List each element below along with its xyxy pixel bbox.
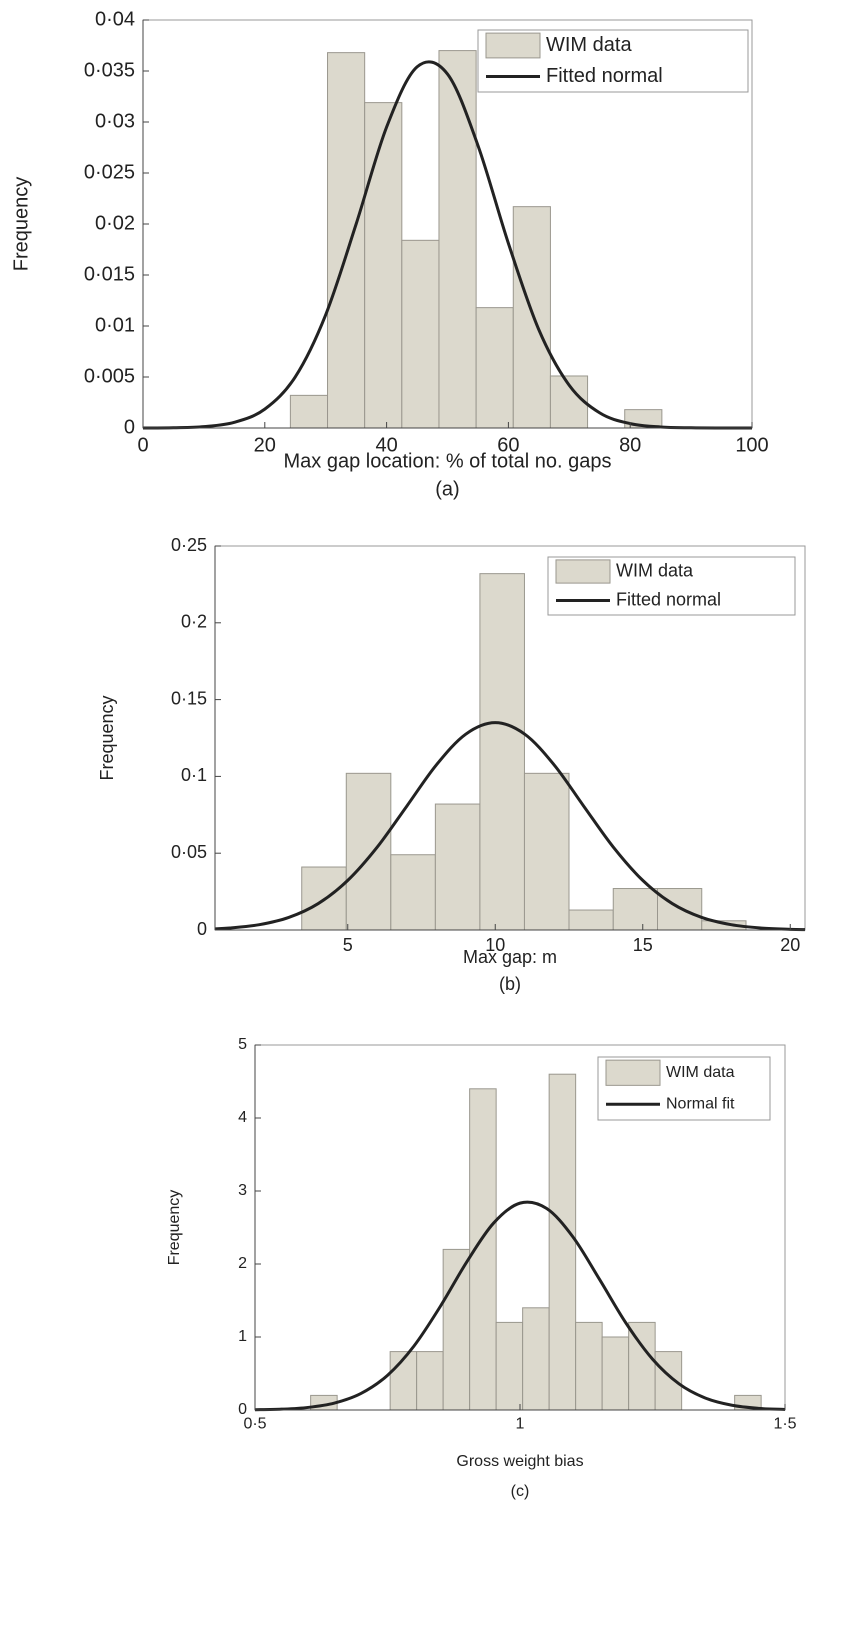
y-tick-label: 5 xyxy=(238,1036,247,1053)
bar xyxy=(345,772,392,931)
x-tick-label: 100 xyxy=(735,434,768,456)
y-axis-label: Frequency xyxy=(97,695,117,780)
y-tick-label: 0·15 xyxy=(171,688,207,708)
legend-label: Normal fit xyxy=(666,1095,735,1112)
y-tick-label: 0·1 xyxy=(181,765,207,785)
x-tick-label: 1·5 xyxy=(773,1416,796,1433)
x-axis-label: Max gap location: % of total no. gaps xyxy=(284,450,612,472)
x-tick-label: 60 xyxy=(497,434,519,456)
y-tick-label: 4 xyxy=(238,1109,247,1126)
legend-patch xyxy=(605,1059,661,1086)
bar xyxy=(523,772,570,931)
fit-line xyxy=(254,1200,786,1412)
bar xyxy=(364,102,403,429)
bar xyxy=(479,573,525,931)
y-tick-label: 0 xyxy=(197,919,207,939)
x-tick-label: 80 xyxy=(619,434,641,456)
caption: (b) xyxy=(499,974,521,994)
y-axis-label: Frequency xyxy=(10,177,32,272)
y-tick-label: 1 xyxy=(238,1328,247,1345)
bar xyxy=(495,1321,524,1411)
chart: 0 1 2 3 4 5 0·5 1 1·5 Gross weight bias (c) Frequen… xyxy=(166,1036,796,1500)
bar xyxy=(475,307,514,429)
y-tick-label: 0·015 xyxy=(84,263,135,285)
bar xyxy=(401,239,440,429)
bar xyxy=(612,888,658,931)
x-axis-label: Max gap: m xyxy=(463,947,557,967)
y-axis-label: Frequency xyxy=(166,1190,183,1266)
bar xyxy=(289,394,329,429)
bar xyxy=(575,1321,603,1411)
bar xyxy=(434,803,481,931)
chart: 0 0·005 0·01 0·015 0·02 0·025 0·03 0·035 0·04 0 20… xyxy=(10,8,768,500)
y-tick-label: 0·01 xyxy=(95,314,135,336)
x-tick-label: 10 xyxy=(485,935,505,955)
y-tick-label: 0·04 xyxy=(95,8,135,30)
y-tick-label: 0·03 xyxy=(95,110,135,132)
y-tick-label: 0·035 xyxy=(84,59,135,81)
legend-patch xyxy=(555,559,611,584)
bar xyxy=(390,854,436,931)
bar xyxy=(548,1073,577,1411)
x-tick-label: 20 xyxy=(254,434,276,456)
bar xyxy=(568,909,614,931)
legend-label: Fitted normal xyxy=(616,589,721,609)
legend-label: WIM data xyxy=(546,34,632,56)
y-tick-label: 0·025 xyxy=(84,161,135,183)
bar xyxy=(522,1307,550,1411)
bar xyxy=(601,1336,630,1411)
legend-label: WIM data xyxy=(666,1064,735,1081)
x-tick-label: 1 xyxy=(516,1416,525,1433)
fit-line xyxy=(214,721,806,932)
y-tick-label: 2 xyxy=(238,1255,247,1272)
x-tick-label: 0·5 xyxy=(243,1416,266,1433)
caption: (a) xyxy=(435,478,459,500)
legend-label: WIM data xyxy=(616,560,694,580)
bar xyxy=(327,52,366,429)
x-tick-label: 20 xyxy=(780,935,800,955)
bar xyxy=(389,1351,418,1411)
x-tick-label: 0 xyxy=(137,434,148,456)
legend-patch xyxy=(485,32,541,59)
bar xyxy=(416,1351,444,1411)
y-tick-label: 0·05 xyxy=(171,842,207,862)
fit-line xyxy=(142,60,753,430)
legend-label: Fitted normal xyxy=(546,65,663,87)
y-tick-label: 0·005 xyxy=(84,365,135,387)
y-tick-label: 0 xyxy=(238,1401,247,1418)
bar xyxy=(438,50,477,429)
bar xyxy=(654,1351,683,1411)
x-tick-label: 40 xyxy=(375,434,397,456)
x-tick-label: 5 xyxy=(343,935,353,955)
caption: (c) xyxy=(511,1483,530,1500)
y-tick-label: 0·02 xyxy=(95,212,135,234)
chart: 0 0·05 0·1 0·15 0·2 0·25 5 10 15 20 Max gap: m (b) F… xyxy=(97,535,806,994)
y-tick-label: 0·2 xyxy=(181,612,207,632)
x-tick-label: 15 xyxy=(633,935,653,955)
x-axis-label: Gross weight bias xyxy=(456,1453,583,1470)
bar xyxy=(512,206,551,429)
y-tick-label: 0 xyxy=(124,416,135,438)
y-tick-label: 3 xyxy=(238,1182,247,1199)
legend-box xyxy=(597,1056,771,1121)
bar xyxy=(442,1248,471,1411)
y-tick-label: 0·25 xyxy=(171,535,207,555)
